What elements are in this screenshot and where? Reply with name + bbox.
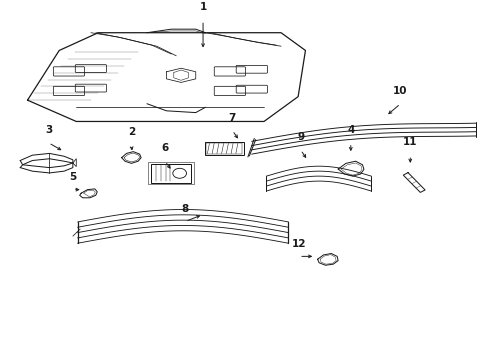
Text: 8: 8 [181,204,188,214]
Bar [206,143,241,154]
Text: 3: 3 [45,125,52,135]
Bar [151,164,190,183]
Text: 10: 10 [392,86,407,96]
Text: 12: 12 [291,239,306,248]
Text: 7: 7 [228,113,236,122]
Text: 1: 1 [199,3,206,13]
Bar [148,162,193,184]
Text: 6: 6 [161,143,168,153]
Text: 5: 5 [69,172,76,182]
Text: 4: 4 [346,125,354,135]
Text: 11: 11 [402,138,417,147]
Bar [204,142,243,155]
Text: 9: 9 [296,132,304,142]
Text: 2: 2 [127,127,135,137]
